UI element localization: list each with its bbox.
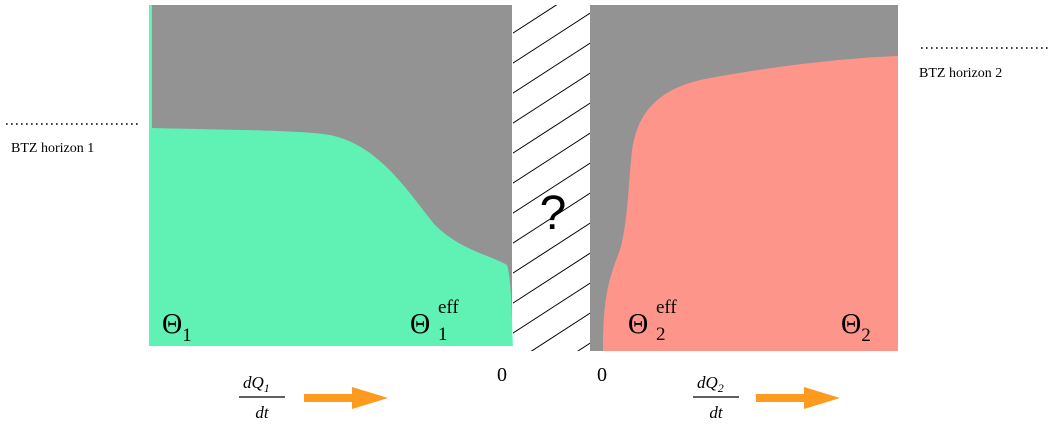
- hatch-line: [513, 101, 591, 154]
- hatch-line: [513, 161, 591, 214]
- arrow-right-icon: [756, 387, 840, 409]
- origin-tick-left: 0: [497, 364, 507, 386]
- hatch-line: [577, 341, 591, 351]
- flux-right: dQ2 dt: [693, 373, 840, 422]
- flux-left-numerator: dQ1: [243, 373, 270, 395]
- hatch-line: [530, 311, 591, 351]
- right-salmon-region: [603, 56, 898, 351]
- hatch-line: [513, 5, 558, 34]
- horizon-1: BTZ horizon 1: [6, 123, 141, 156]
- origin-tick-right: 0: [597, 364, 607, 386]
- flux-left: dQ1 dt: [239, 373, 388, 422]
- theta-2-label: Θ2: [841, 309, 871, 346]
- hatched-gap: ?: [510, 5, 595, 425]
- hatch-line: [510, 370, 595, 425]
- arrow-right-icon: [304, 387, 388, 409]
- right-panel: [590, 5, 898, 351]
- unknown-mark: ?: [540, 187, 567, 240]
- flux-right-numerator: dQ2: [697, 373, 724, 395]
- hatch-line: [513, 191, 591, 244]
- flux-left-denominator: dt: [255, 403, 270, 422]
- hatch-line: [513, 11, 591, 64]
- left-panel: [149, 5, 513, 346]
- hatch-line: [513, 281, 591, 334]
- theta-2-eff-label: Θeff 2: [628, 297, 677, 345]
- horizon-2-label: BTZ horizon 2: [919, 66, 1002, 81]
- hatch-line: [513, 131, 591, 184]
- hatch-line: [513, 251, 591, 304]
- hatch-line: [513, 71, 591, 124]
- horizon-2: BTZ horizon 2: [919, 47, 1048, 81]
- theta-1-label: Θ1: [162, 309, 192, 346]
- hatch-lines: [510, 5, 595, 425]
- hatch-line: [513, 221, 591, 274]
- hatch-line: [513, 41, 591, 94]
- left-green-region: [149, 5, 513, 346]
- theta-1-eff-label: Θeff 1: [410, 297, 459, 345]
- horizon-1-label: BTZ horizon 1: [11, 141, 94, 156]
- flux-right-denominator: dt: [709, 403, 724, 422]
